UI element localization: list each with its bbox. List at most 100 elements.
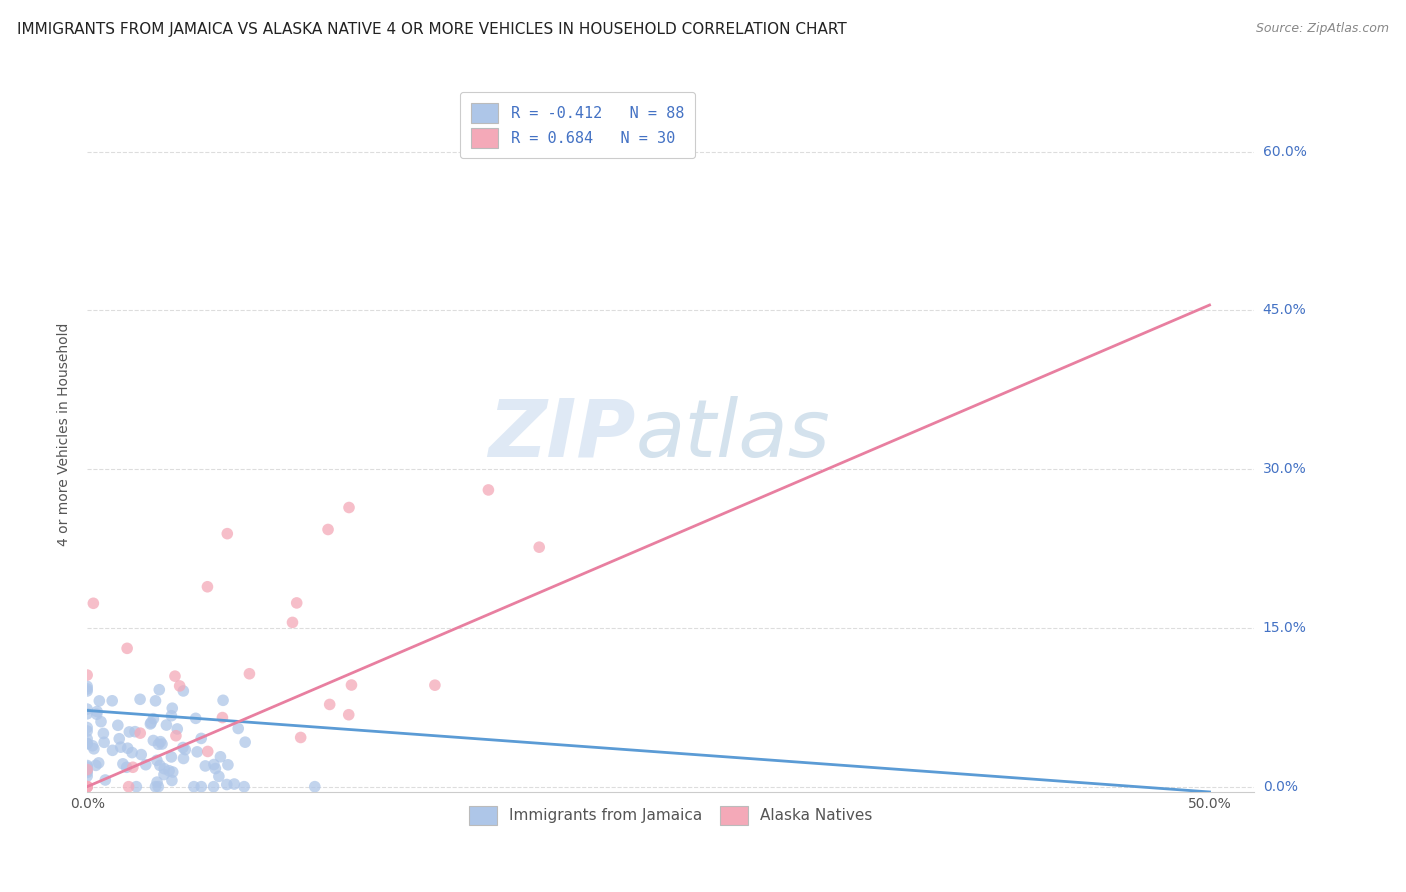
Point xyxy=(169,679,191,693)
Point xyxy=(115,760,138,774)
Point xyxy=(145,694,167,708)
Point xyxy=(146,775,169,789)
Point xyxy=(124,724,146,739)
Point xyxy=(146,753,169,767)
Point xyxy=(304,780,326,794)
Point xyxy=(150,737,173,751)
Point xyxy=(129,747,152,762)
Point xyxy=(226,722,249,736)
Point xyxy=(155,718,177,732)
Point xyxy=(194,759,217,773)
Point xyxy=(129,692,152,706)
Point xyxy=(117,741,139,756)
Point xyxy=(82,739,104,753)
Point xyxy=(107,718,129,732)
Point xyxy=(281,615,304,630)
Legend: Immigrants from Jamaica, Alaska Natives: Immigrants from Jamaica, Alaska Natives xyxy=(460,797,882,834)
Point xyxy=(89,694,111,708)
Point xyxy=(139,717,162,731)
Point xyxy=(94,772,117,787)
Point xyxy=(148,737,170,751)
Point xyxy=(83,741,105,756)
Point xyxy=(111,756,134,771)
Point xyxy=(233,735,256,749)
Point xyxy=(204,762,226,776)
Point xyxy=(76,764,98,778)
Point xyxy=(149,734,172,748)
Point xyxy=(125,780,148,794)
Point xyxy=(340,678,363,692)
Point xyxy=(84,758,107,772)
Point xyxy=(153,767,176,781)
Point xyxy=(76,679,98,693)
Point xyxy=(172,740,194,755)
Point xyxy=(121,760,143,774)
Point xyxy=(217,757,239,772)
Point xyxy=(162,765,184,780)
Point xyxy=(173,751,195,765)
Point xyxy=(290,731,312,745)
Point xyxy=(76,780,98,794)
Point xyxy=(163,669,186,683)
Point xyxy=(82,596,104,610)
Point xyxy=(110,740,132,755)
Point xyxy=(157,764,180,778)
Point xyxy=(211,710,233,724)
Point xyxy=(212,693,235,707)
Point xyxy=(76,668,98,682)
Point xyxy=(238,666,260,681)
Point xyxy=(215,778,238,792)
Point xyxy=(108,731,131,746)
Text: IMMIGRANTS FROM JAMAICA VS ALASKA NATIVE 4 OR MORE VEHICLES IN HOUSEHOLD CORRELA: IMMIGRANTS FROM JAMAICA VS ALASKA NATIVE… xyxy=(17,22,846,37)
Point xyxy=(139,715,162,730)
Point xyxy=(76,737,98,751)
Point xyxy=(337,707,360,722)
Point xyxy=(118,725,141,739)
Text: 15.0%: 15.0% xyxy=(1263,621,1306,635)
Y-axis label: 4 or more Vehicles in Household: 4 or more Vehicles in Household xyxy=(58,323,72,547)
Point xyxy=(76,736,98,750)
Point xyxy=(87,756,110,770)
Point xyxy=(202,780,225,794)
Point xyxy=(165,729,187,743)
Point xyxy=(76,724,98,739)
Point xyxy=(101,694,124,708)
Point xyxy=(93,726,115,740)
Point xyxy=(529,540,551,554)
Point xyxy=(76,780,98,794)
Point xyxy=(316,523,339,537)
Point xyxy=(285,596,308,610)
Point xyxy=(153,762,176,776)
Point xyxy=(76,684,98,698)
Point xyxy=(190,731,212,746)
Point xyxy=(76,760,98,774)
Point xyxy=(76,763,98,777)
Point xyxy=(183,780,205,794)
Point xyxy=(337,500,360,515)
Point xyxy=(160,708,183,723)
Point xyxy=(93,735,115,749)
Text: 45.0%: 45.0% xyxy=(1263,303,1306,318)
Point xyxy=(224,777,246,791)
Point xyxy=(172,684,194,698)
Point xyxy=(160,750,183,764)
Point xyxy=(186,745,208,759)
Text: atlas: atlas xyxy=(636,396,831,474)
Point xyxy=(76,765,98,780)
Point xyxy=(197,744,219,758)
Point xyxy=(76,706,98,721)
Point xyxy=(148,780,170,794)
Point xyxy=(233,780,256,794)
Point xyxy=(142,733,165,747)
Point xyxy=(117,780,139,794)
Point xyxy=(209,749,232,764)
Text: Source: ZipAtlas.com: Source: ZipAtlas.com xyxy=(1256,22,1389,36)
Text: 60.0%: 60.0% xyxy=(1263,145,1306,159)
Point xyxy=(76,780,98,794)
Point xyxy=(135,757,157,772)
Text: 0.0%: 0.0% xyxy=(1263,780,1298,794)
Point xyxy=(148,682,170,697)
Point xyxy=(86,705,108,719)
Point xyxy=(145,780,167,794)
Point xyxy=(76,769,98,783)
